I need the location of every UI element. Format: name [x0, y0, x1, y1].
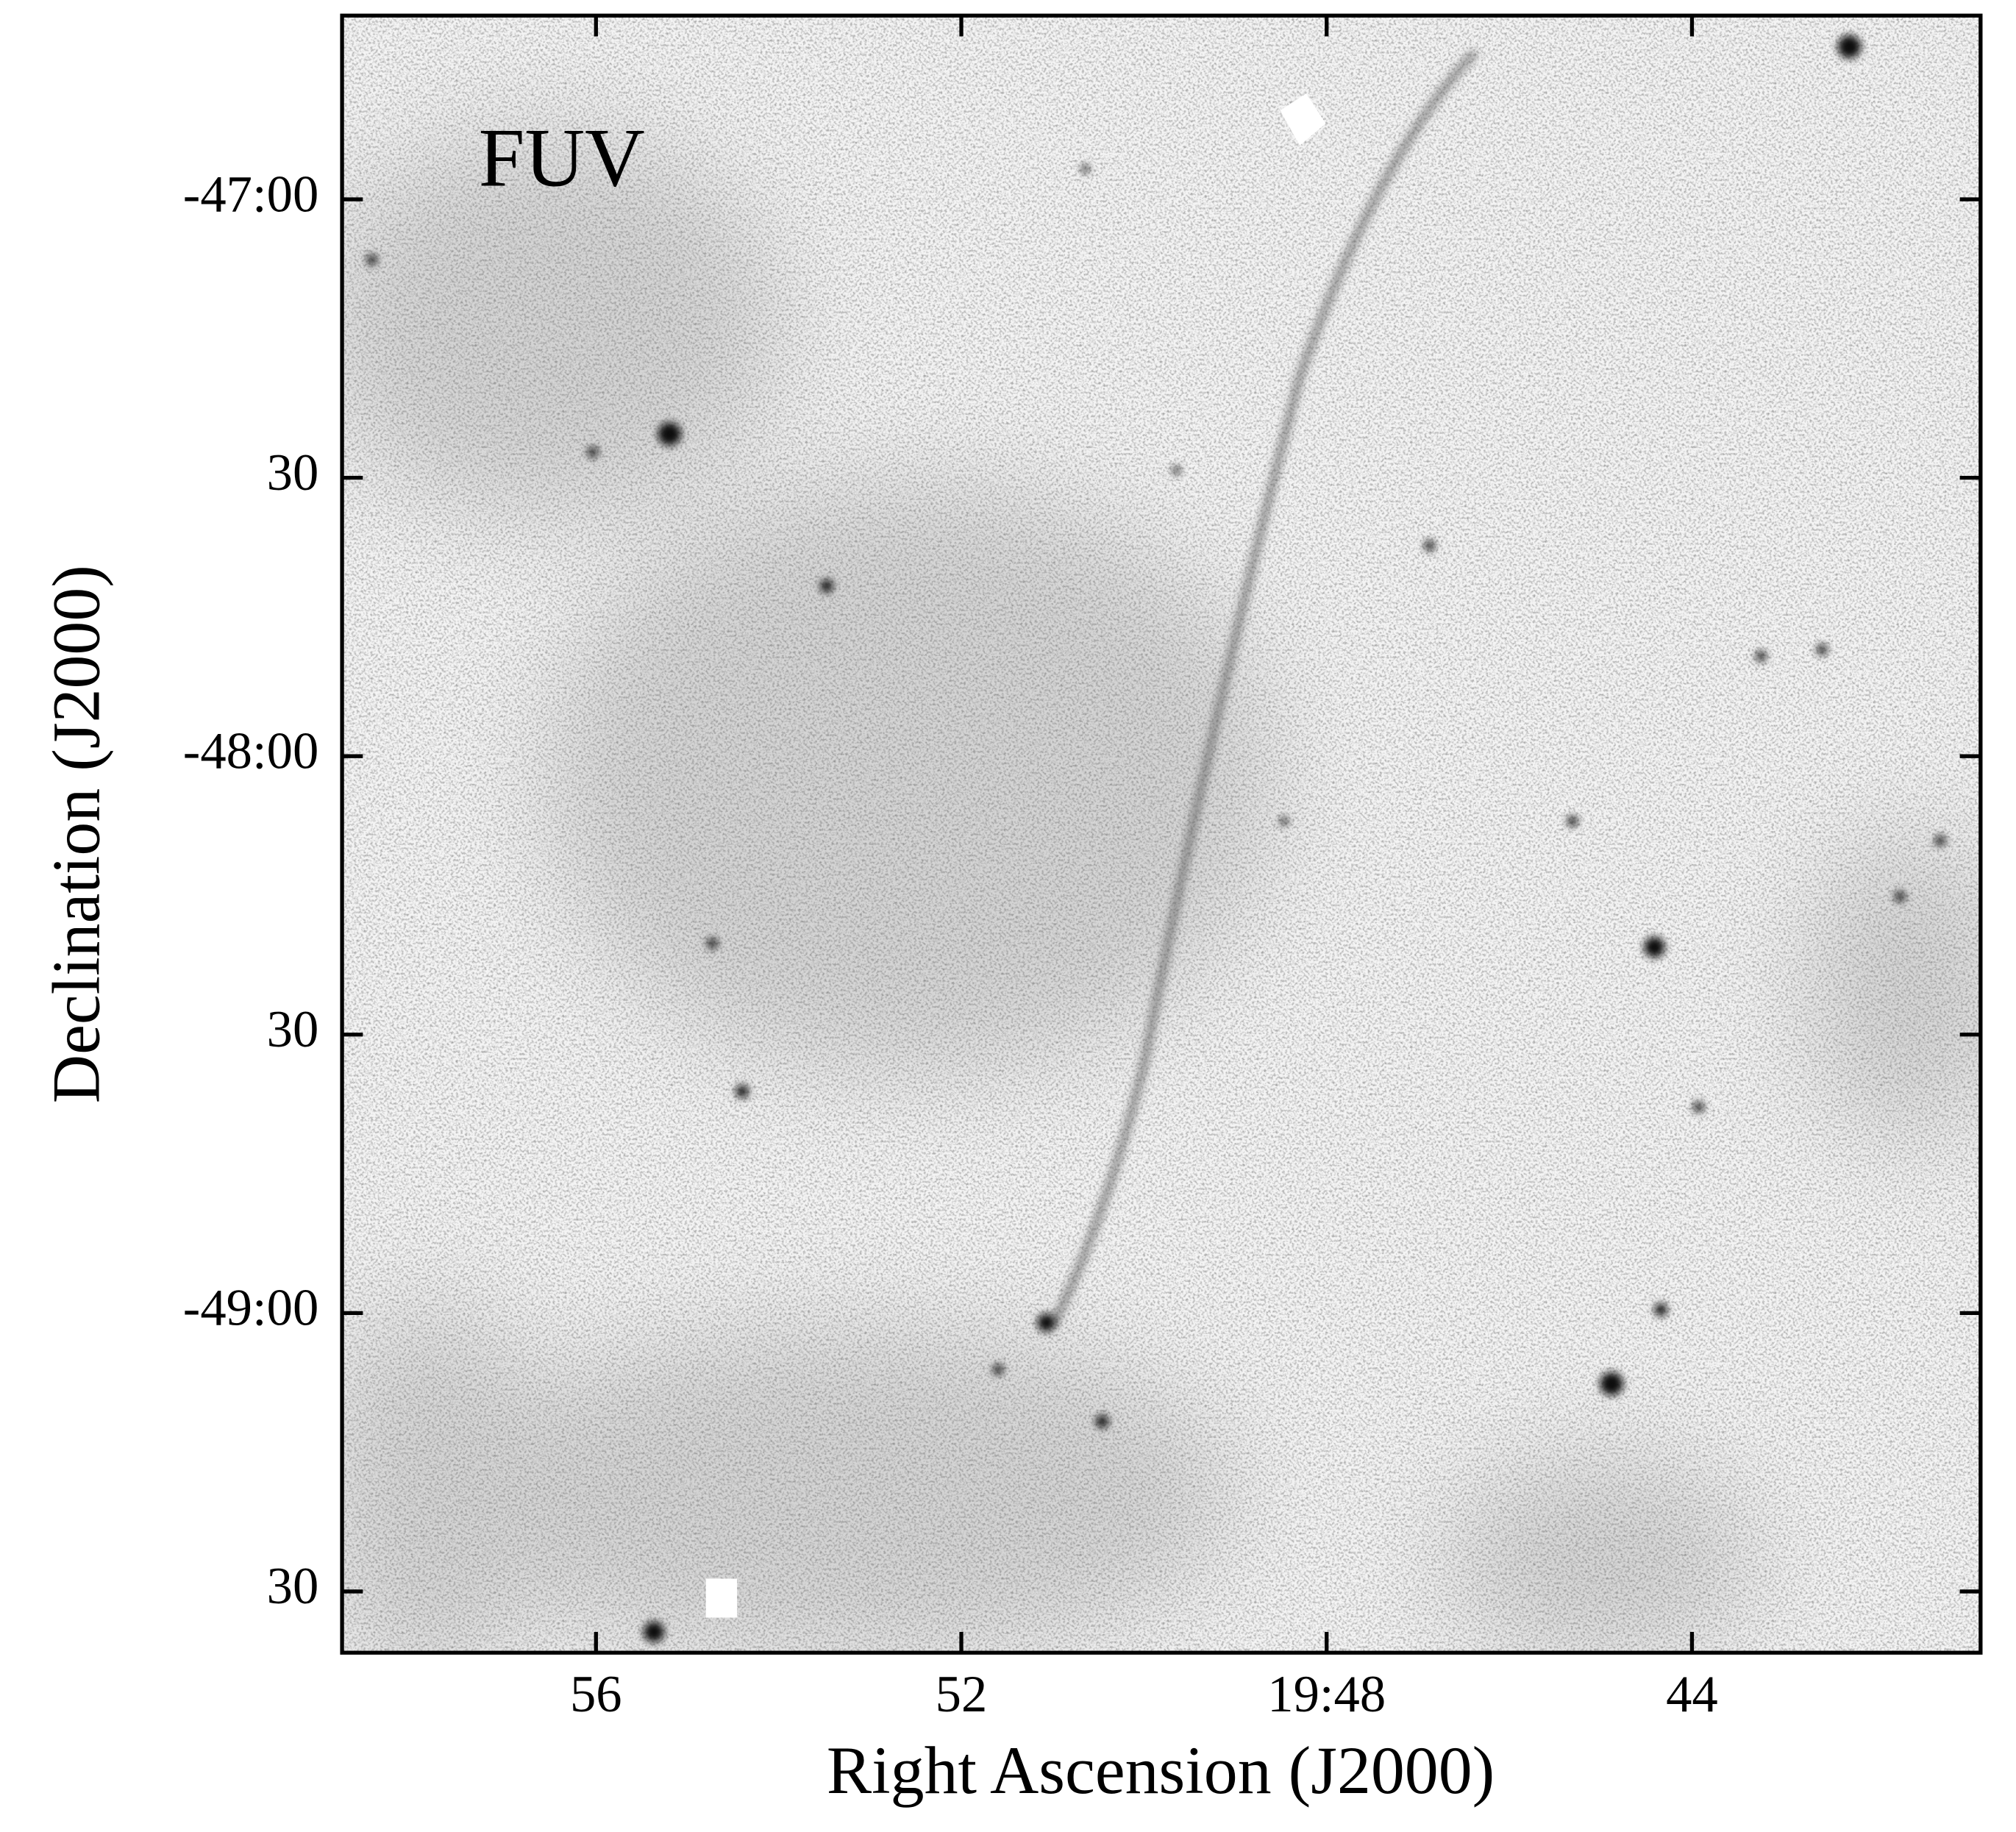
- plot-frame: [340, 13, 1983, 1655]
- x-tick-label: 52: [936, 1666, 988, 1723]
- filament: [1048, 49, 1479, 1327]
- y-tick-label: -47:00: [183, 165, 318, 223]
- y-tick-label: -48:00: [183, 722, 318, 780]
- x-axis-label: Right Ascension (J2000): [827, 1733, 1495, 1808]
- image-noise: [342, 15, 1981, 1653]
- masked-regions: [705, 93, 1326, 1618]
- y-axis-label: Declination (J2000): [39, 565, 114, 1103]
- y-tick-label: 30: [267, 444, 319, 502]
- x-tick-label: 19:48: [1267, 1666, 1386, 1723]
- stars: [366, 35, 1946, 1643]
- y-tick-label: 30: [267, 1001, 319, 1058]
- sky-image: [342, 15, 1981, 1653]
- y-tick-label: -49:00: [183, 1280, 318, 1337]
- band-label: FUV: [479, 113, 645, 204]
- y-tick-label: 30: [267, 1558, 319, 1615]
- x-tick-label: 44: [1666, 1666, 1718, 1723]
- x-tick-label: 56: [570, 1666, 622, 1723]
